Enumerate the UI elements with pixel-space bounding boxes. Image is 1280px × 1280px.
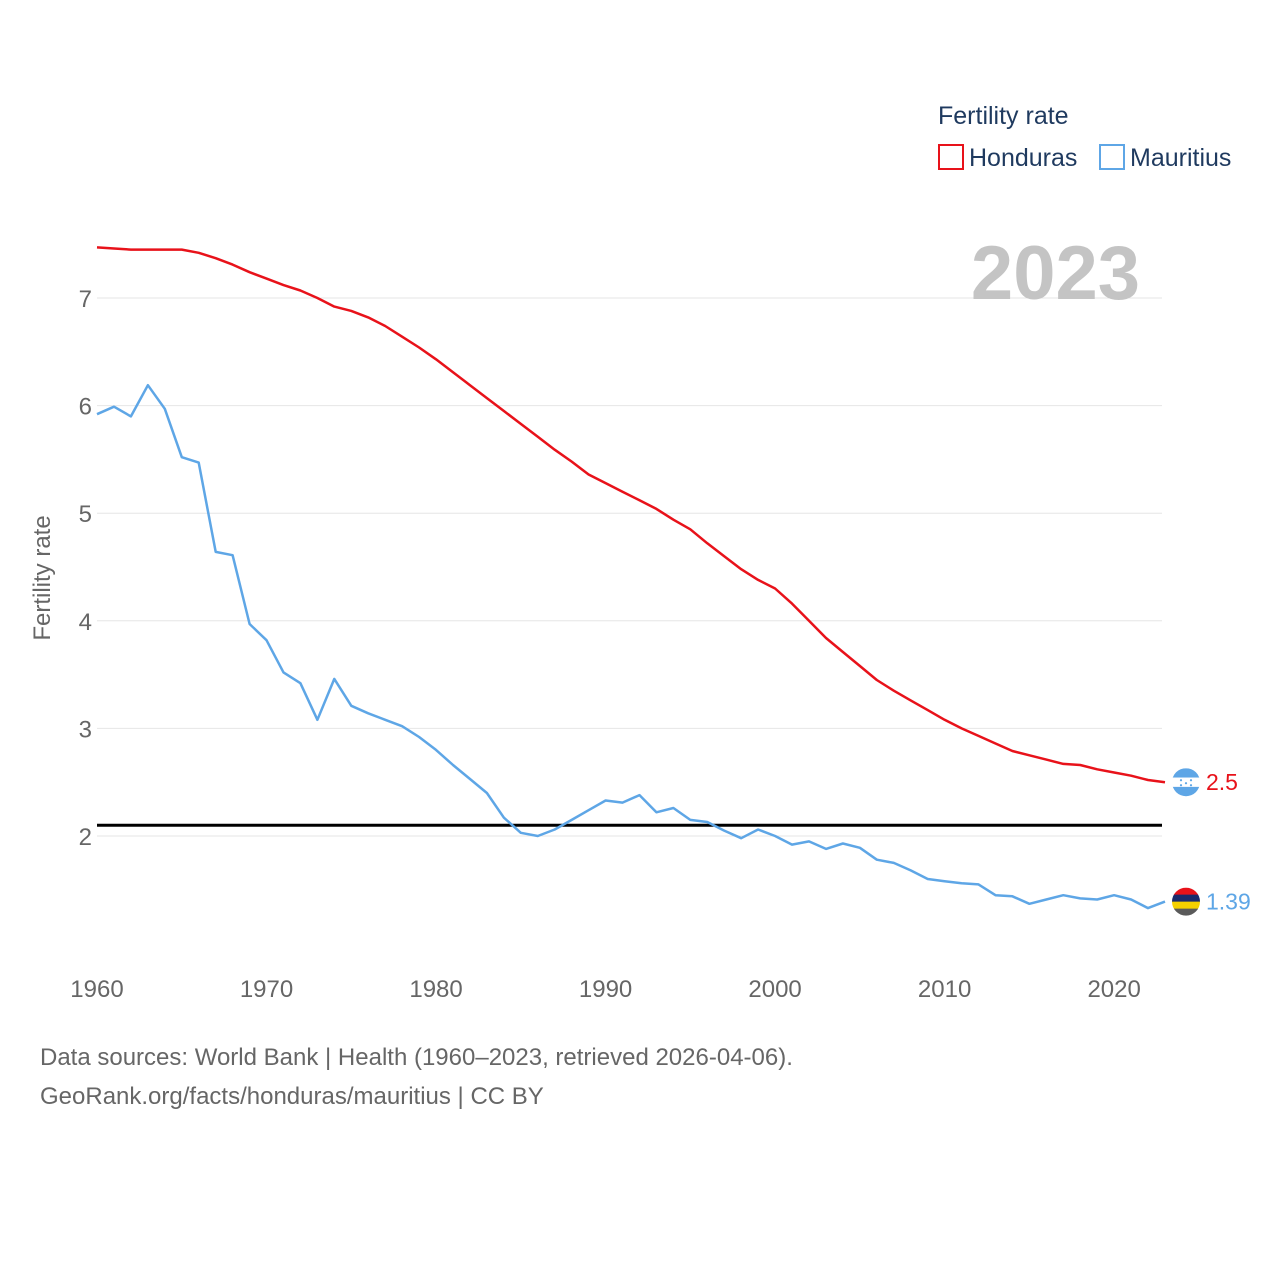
y-axis-label: Fertility rate (29, 515, 56, 640)
x-tick-label: 1990 (579, 976, 632, 1003)
legend-item-mauritius[interactable]: Mauritius (1130, 144, 1231, 172)
x-tick-label: 1960 (70, 976, 123, 1003)
x-tick-label: 1970 (240, 976, 293, 1003)
x-axis-ticks: 1960 1970 1980 1990 2000 2010 2020 (70, 976, 1141, 1003)
x-tick-label: 1980 (409, 976, 462, 1003)
source-link[interactable]: GeoRank.org/facts/honduras/mauritius | C… (40, 1083, 544, 1110)
end-value-label-honduras: 2.5 (1206, 769, 1238, 795)
x-tick-label: 2000 (748, 976, 801, 1003)
x-tick-label: 2020 (1087, 976, 1140, 1003)
x-tick-label: 2010 (918, 976, 971, 1003)
y-axis-ticks: 2 3 4 5 6 7 (79, 286, 92, 851)
end-markers: 2.5 1.39 (1172, 768, 1251, 916)
honduras-flag-icon (1172, 768, 1200, 797)
series-line-honduras[interactable] (96, 246, 1166, 784)
year-label: 2023 (971, 231, 1140, 316)
legend-swatch-honduras[interactable] (938, 144, 964, 170)
y-tick-label: 7 (79, 286, 92, 313)
series-lines (96, 246, 1166, 910)
legend-swatch-mauritius[interactable] (1099, 144, 1125, 170)
legend-item-honduras[interactable]: Honduras (969, 144, 1077, 172)
legend-title: Fertility rate (938, 102, 1069, 130)
y-tick-label: 4 (79, 609, 92, 636)
end-value-label-mauritius: 1.39 (1206, 889, 1251, 915)
grid-lines (97, 297, 1162, 837)
series-line-mauritius[interactable] (96, 383, 1166, 910)
y-tick-label: 2 (79, 824, 92, 851)
data-sources-note: Data sources: World Bank | Health (1960–… (40, 1044, 793, 1071)
y-tick-label: 6 (79, 394, 92, 421)
mauritius-flag-icon (1172, 887, 1200, 916)
y-tick-label: 5 (79, 501, 92, 528)
y-tick-label: 3 (79, 716, 92, 743)
